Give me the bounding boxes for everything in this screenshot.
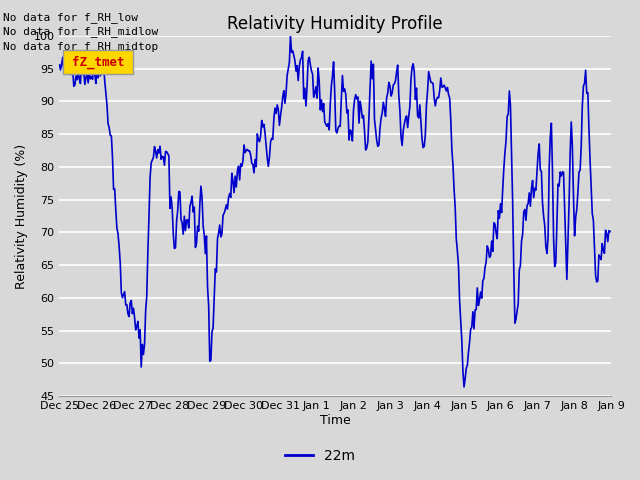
Text: No data for f_RH_midlow: No data for f_RH_midlow (3, 26, 159, 37)
Title: Relativity Humidity Profile: Relativity Humidity Profile (227, 15, 443, 33)
Text: No data for f_RH_midtop: No data for f_RH_midtop (3, 41, 159, 52)
Legend: 22m: 22m (280, 443, 360, 468)
X-axis label: Time: Time (320, 414, 351, 427)
Y-axis label: Relativity Humidity (%): Relativity Humidity (%) (15, 144, 28, 288)
Text: fZ_tmet: fZ_tmet (72, 56, 124, 69)
Text: No data for f_RH_low: No data for f_RH_low (3, 12, 138, 23)
